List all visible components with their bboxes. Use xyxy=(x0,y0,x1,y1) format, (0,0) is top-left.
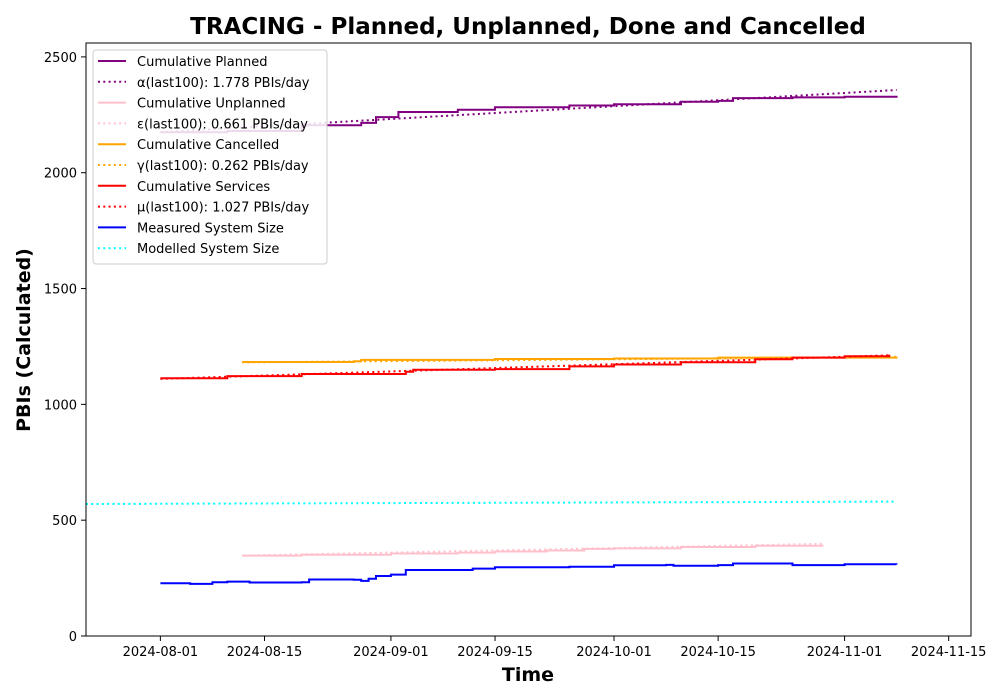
legend: Cumulative Planned α(last100): 1.778 PBIs… xyxy=(92,49,328,265)
y-tick-label: 500 xyxy=(52,514,77,529)
x-tick-label: 2024-11-01 xyxy=(807,645,883,660)
series-line-cumulative-unplanned xyxy=(242,544,824,557)
x-tick-label: 2024-09-15 xyxy=(457,645,533,660)
x-tick-label: 2024-08-01 xyxy=(123,645,199,660)
x-tick-label: 2024-09-01 xyxy=(353,645,429,660)
x-tick-label: 2024-08-15 xyxy=(227,645,303,660)
legend-label: γ(last100): 0.262 PBIs/day xyxy=(137,159,309,174)
y-tick-label: 0 xyxy=(69,630,77,645)
legend-label: Cumulative Planned xyxy=(137,55,267,70)
y-tick-label: 1500 xyxy=(44,283,77,298)
legend-label: Cumulative Cancelled xyxy=(137,138,279,153)
y-tick-label: 1000 xyxy=(44,398,77,413)
x-axis-label: Time xyxy=(502,664,554,686)
legend-label: Cumulative Unplanned xyxy=(137,97,286,112)
x-tick-label: 2024-10-01 xyxy=(576,645,652,660)
y-tick-label: 2500 xyxy=(44,51,77,66)
series-line-measured-system-size xyxy=(160,562,898,585)
x-tick-label: 2024-10-15 xyxy=(680,645,756,660)
chart-title: TRACING - Planned, Unplanned, Done and C… xyxy=(190,14,866,40)
plot-frame xyxy=(85,42,972,637)
legend-label: Modelled System Size xyxy=(137,242,279,257)
legend-label: Measured System Size xyxy=(137,221,284,236)
x-tick-label: 2024-11-15 xyxy=(911,645,987,660)
y-axis-label: PBIs (Calculated) xyxy=(13,248,35,432)
legend-label: μ(last100): 1.027 PBIs/day xyxy=(137,201,309,216)
legend-label: ε(last100): 0.661 PBIs/day xyxy=(137,117,308,132)
series-line-last100-0-661-pbis-day xyxy=(242,542,823,557)
series-line-cumulative-planned xyxy=(160,95,898,134)
legend-label: α(last100): 1.778 PBIs/day xyxy=(137,76,310,91)
legend-box xyxy=(92,49,328,265)
legend-label: Cumulative Services xyxy=(137,180,270,195)
y-axis-ticks: 0 500 1000 1500 2000 2500 xyxy=(44,51,86,645)
x-axis-ticks: 2024-08-01 2024-08-15 2024-09-01 2024-09-15… xyxy=(123,636,987,660)
y-tick-label: 2000 xyxy=(44,167,77,182)
